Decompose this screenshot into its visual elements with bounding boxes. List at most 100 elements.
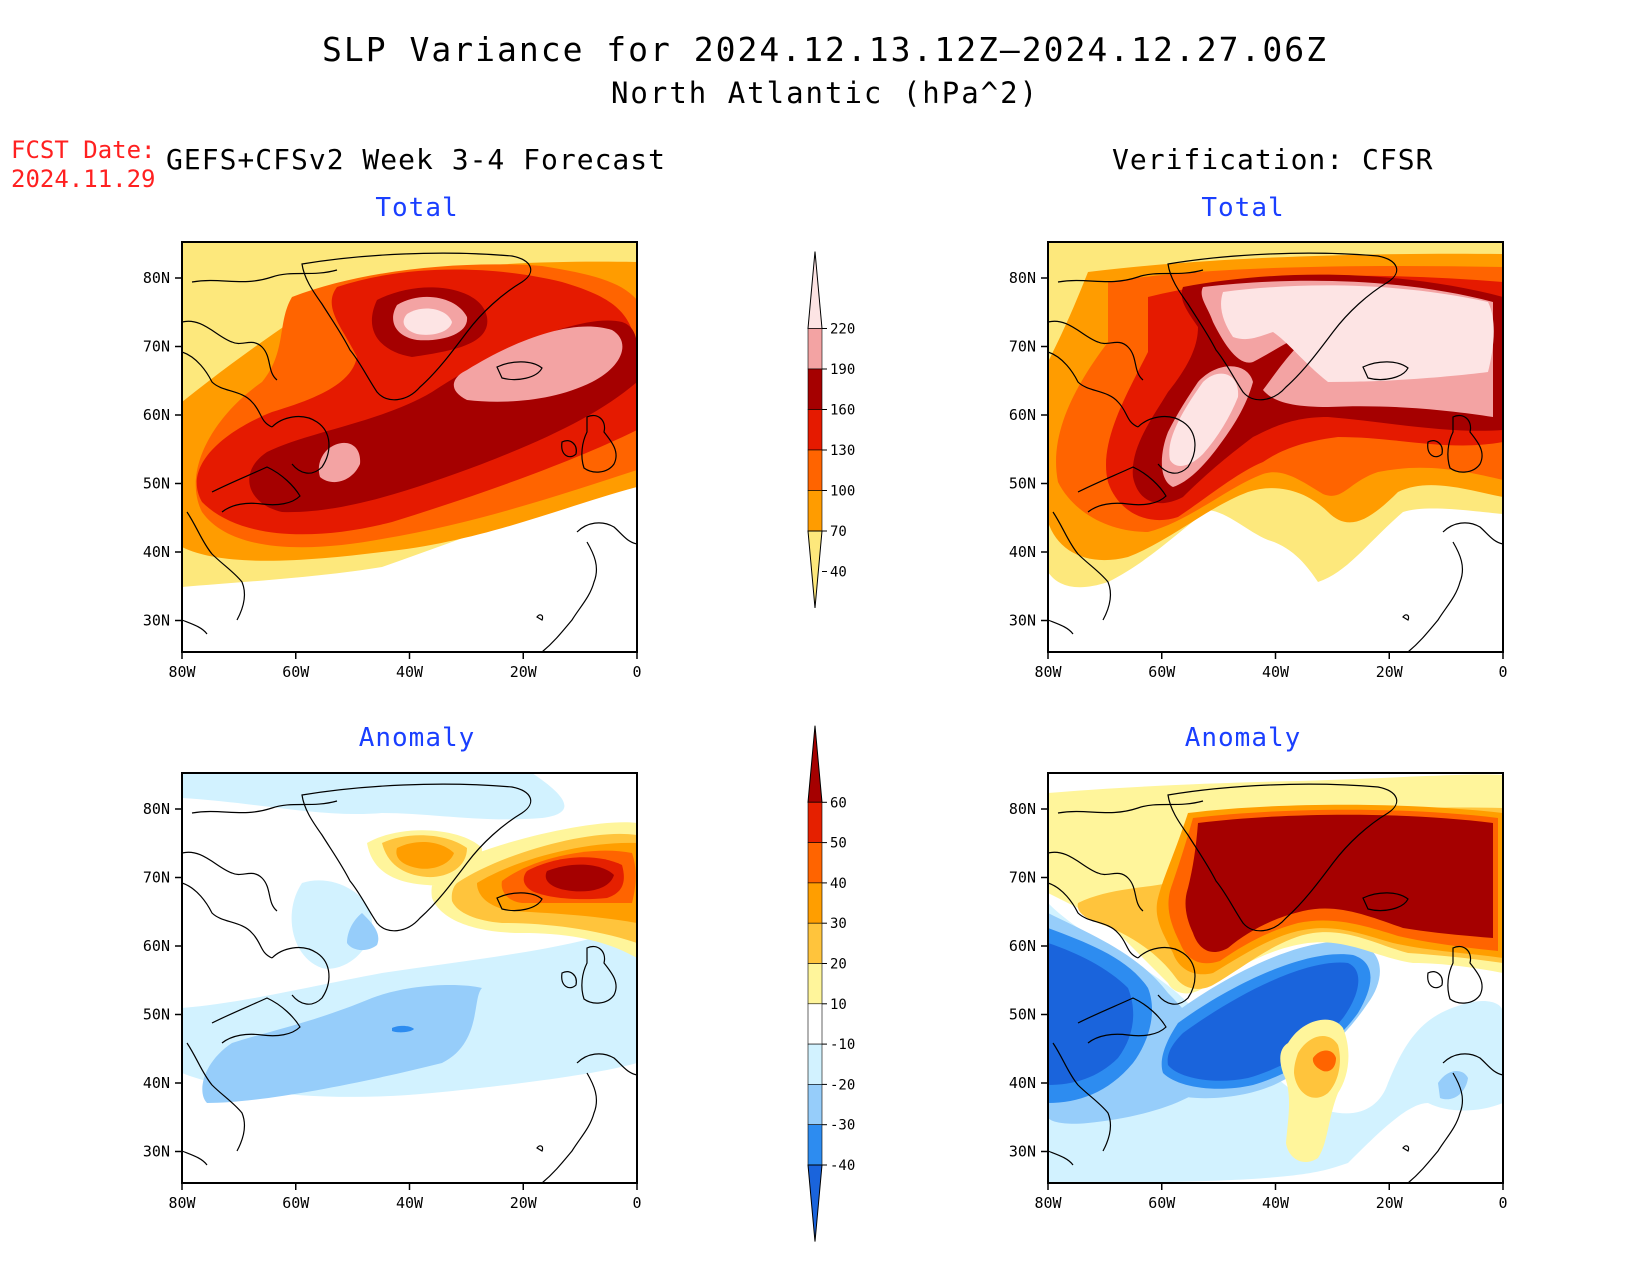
colorbar-label: -40 bbox=[830, 1158, 855, 1174]
coastline bbox=[541, 541, 598, 652]
coastline bbox=[271, 946, 330, 1005]
lon-tick-label: 80W bbox=[1034, 1194, 1062, 1212]
colorbar-segment bbox=[807, 409, 823, 451]
coastline bbox=[186, 511, 246, 621]
colorbar-total: 40 70 100 130 160 190 220 bbox=[807, 251, 855, 608]
coastline bbox=[1402, 1145, 1410, 1152]
lat-tick-label: 30N bbox=[143, 612, 170, 630]
coastline bbox=[301, 783, 532, 932]
colorbar-segment bbox=[807, 1124, 823, 1166]
coastline bbox=[1447, 414, 1483, 473]
coastline bbox=[536, 614, 544, 621]
lat-tick-label: 80N bbox=[1009, 800, 1036, 818]
coastline bbox=[191, 269, 338, 283]
coastline bbox=[182, 1150, 208, 1166]
forecast-date-label: FCST Date: 2024.11.29 bbox=[11, 136, 156, 194]
coastline bbox=[1048, 619, 1074, 635]
coastline bbox=[561, 971, 577, 989]
colorbar-label: 160 bbox=[830, 403, 855, 419]
colorbar-label: 220 bbox=[830, 322, 855, 338]
coastline bbox=[1407, 541, 1464, 652]
colorbar-label: -30 bbox=[830, 1118, 855, 1134]
colorbar-bottom-arrow bbox=[807, 1164, 823, 1242]
coastline bbox=[211, 997, 301, 1044]
main-subtitle: North Atlantic (hPa^2) bbox=[610, 76, 1040, 110]
coastline bbox=[576, 522, 637, 545]
coastline bbox=[271, 415, 330, 474]
coastline bbox=[182, 320, 278, 381]
panel-title-verification-total: Total bbox=[1201, 193, 1285, 223]
coastline bbox=[1048, 1150, 1074, 1166]
verification-column-title: Verification: CFSR bbox=[1112, 143, 1434, 176]
colorbar-label: 100 bbox=[830, 484, 855, 500]
main-title: SLP Variance for 2024.12.13.12Z–2024.12.… bbox=[322, 30, 1328, 69]
contour-fill-level-9 bbox=[545, 864, 614, 892]
coastline bbox=[496, 361, 543, 381]
lat-tick-label: 70N bbox=[1009, 338, 1036, 356]
colorbar-label: 40 bbox=[830, 565, 847, 581]
coastline bbox=[182, 351, 273, 428]
lon-tick-label: 80W bbox=[168, 1194, 196, 1212]
coastline bbox=[186, 1042, 246, 1152]
colorbar-anomaly: -40 -30 -20 -10 10 20 30 40 50 60 bbox=[807, 725, 855, 1242]
coastline bbox=[1077, 466, 1167, 513]
panel-title-verification-anomaly: Anomaly bbox=[1184, 723, 1302, 753]
lat-tick-label: 40N bbox=[1009, 543, 1036, 561]
coastline bbox=[581, 945, 617, 1004]
coastline bbox=[1057, 269, 1204, 283]
colorbar-label: -20 bbox=[830, 1077, 855, 1093]
coastline bbox=[182, 851, 278, 912]
coastline bbox=[561, 440, 577, 458]
colorbar-label: 40 bbox=[830, 876, 847, 892]
coastline bbox=[541, 1072, 598, 1183]
lon-tick-label: 40W bbox=[396, 663, 424, 681]
forecast-column-title: GEFS+CFSv2 Week 3-4 Forecast bbox=[166, 143, 667, 176]
lat-tick-label: 30N bbox=[1009, 612, 1036, 630]
coastline bbox=[1057, 800, 1204, 814]
coastline bbox=[191, 800, 338, 814]
lat-tick-label: 50N bbox=[143, 475, 170, 493]
lon-tick-label: 0 bbox=[1498, 1194, 1507, 1212]
lat-tick-label: 70N bbox=[143, 869, 170, 887]
coastline bbox=[536, 1145, 544, 1152]
colorbar-label: -10 bbox=[830, 1037, 855, 1053]
fcst-date: 2024.11.29 bbox=[11, 165, 156, 193]
lon-tick-label: 80W bbox=[168, 663, 196, 681]
lat-tick-label: 30N bbox=[143, 1143, 170, 1161]
coastline bbox=[1447, 945, 1483, 1004]
lon-tick-label: 0 bbox=[632, 1194, 641, 1212]
lat-tick-label: 60N bbox=[1009, 937, 1036, 955]
colorbar-segment bbox=[807, 1084, 823, 1126]
lon-tick-label: 40W bbox=[396, 1194, 424, 1212]
colorbar-segment bbox=[807, 882, 823, 924]
coastline bbox=[1048, 320, 1144, 381]
coastline bbox=[576, 1053, 637, 1076]
lon-tick-label: 40W bbox=[1262, 663, 1290, 681]
coastline bbox=[211, 466, 301, 513]
contour-fill-level-2 bbox=[202, 913, 482, 1103]
colorbar-segment bbox=[807, 842, 823, 884]
lon-tick-label: 80W bbox=[1034, 663, 1062, 681]
colorbar-segment bbox=[807, 328, 823, 370]
coastline bbox=[496, 892, 543, 912]
contour-fill-level-7 bbox=[1169, 285, 1494, 466]
contour-fill-level-4 bbox=[1048, 943, 1359, 1085]
coastline bbox=[1402, 614, 1410, 621]
colorbar-label: 70 bbox=[830, 524, 847, 540]
lat-tick-label: 60N bbox=[143, 937, 170, 955]
colorbar-segment bbox=[807, 963, 823, 1005]
panel-title-forecast-total: Total bbox=[375, 193, 459, 223]
lat-tick-label: 70N bbox=[1009, 869, 1036, 887]
coastline bbox=[1442, 522, 1503, 545]
lon-tick-label: 20W bbox=[510, 1194, 538, 1212]
coastline bbox=[1137, 415, 1196, 474]
lon-tick-label: 60W bbox=[1148, 663, 1176, 681]
map-panel-fc-total: 80W 60W 40W 20W 0 80N 70N 60N 50N 40N 30N bbox=[143, 241, 642, 681]
lon-tick-label: 20W bbox=[510, 663, 538, 681]
colorbar-label: 60 bbox=[830, 795, 847, 811]
colorbar-label: 10 bbox=[830, 997, 847, 1013]
coastline bbox=[301, 252, 532, 401]
coastline bbox=[1077, 997, 1167, 1044]
colorbar-segment bbox=[807, 449, 823, 491]
